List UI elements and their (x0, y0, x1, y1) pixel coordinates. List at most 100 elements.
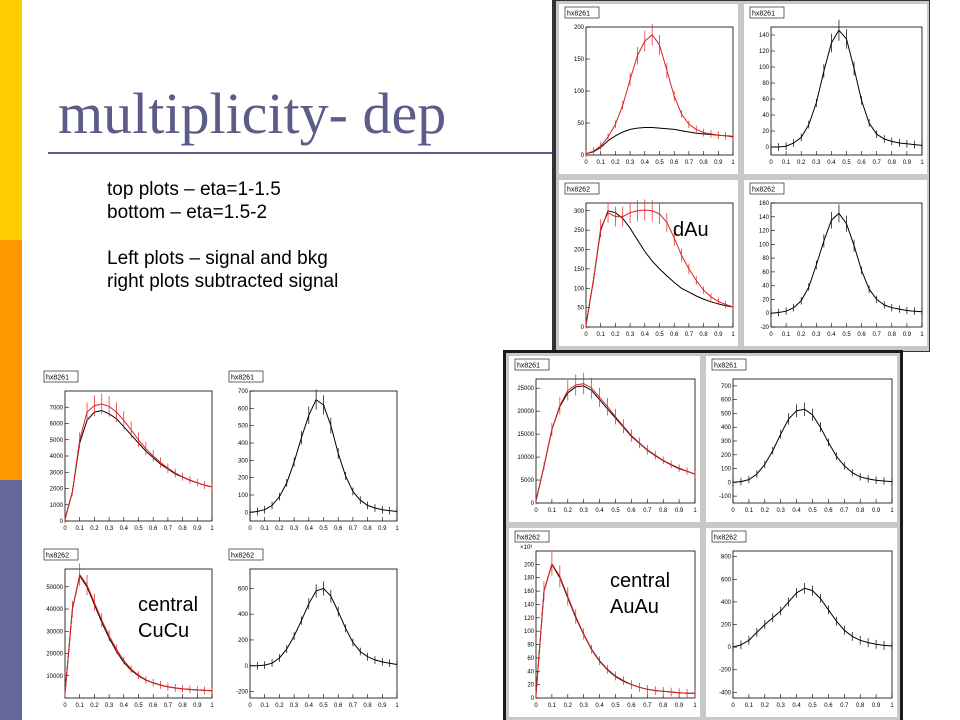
x-tick-label: 0.4 (120, 703, 129, 709)
accent-bar-orange (0, 240, 22, 480)
x-tick-label: 0.7 (643, 703, 652, 709)
cucu-plot-panel: hx8261 0 1000 2000 3000 4000 5000 6000 7000 0 0.1 0… (35, 365, 405, 720)
plot-dau-hx8261-left: hx8261 0 50 100 150 200 0 0.1 0.2 0.3 0.4 0.5 0.6 0.7… (559, 4, 738, 174)
y-tick-label: 25000 (517, 386, 534, 392)
y-tick-label: 400 (721, 600, 732, 606)
x-tick-label: 0.3 (580, 508, 589, 514)
y-tick-label: 0 (245, 664, 249, 670)
plot-frame (732, 378, 893, 504)
y-tick-label: 5000 (521, 478, 535, 484)
plot-title: hx8262 (517, 535, 540, 542)
y-tick-label: 0 (728, 480, 732, 486)
x-tick-label: 0.3 (812, 332, 821, 338)
x-tick-label: 0 (248, 703, 252, 709)
y-tick-label: 600 (721, 398, 732, 404)
x-tick-label: 0 (63, 526, 67, 532)
y-tick-label: 160 (759, 201, 770, 207)
y-tick-label: -400 (719, 690, 732, 696)
y-tick-label: 60 (762, 97, 769, 103)
x-tick-label: 0.3 (812, 160, 821, 166)
y-tick-label: 100 (759, 242, 770, 248)
y-tick-label: 20 (762, 129, 769, 135)
plot-title: hx8261 (517, 363, 540, 370)
x-tick-label: 0.9 (378, 703, 387, 709)
title-box (514, 530, 550, 543)
y-tick-label: 80 (762, 81, 769, 87)
y-tick-label: 20 (527, 683, 534, 689)
x-tick-label: 0.2 (564, 508, 573, 514)
x-tick-label: 0.1 (261, 526, 270, 532)
y-tick-label: 600 (238, 406, 249, 412)
label-auau-line1: central (610, 570, 671, 592)
title-box (43, 370, 79, 383)
x-tick-label: 0 (584, 332, 588, 338)
plot-title: hx8261 (231, 375, 254, 382)
y-tick-label: 50 (577, 306, 584, 312)
y-tick-label: 500 (721, 411, 732, 417)
y-tick-label: 200 (721, 623, 732, 629)
y-tick-label: 100 (721, 467, 732, 473)
plot-title: hx8261 (46, 375, 69, 382)
x-tick-label: 0.8 (856, 703, 865, 709)
series-line (732, 408, 893, 483)
title-box (711, 358, 747, 371)
note-line: bottom – eta=1.5-2 (107, 202, 268, 223)
title-box (228, 548, 264, 561)
notes-block: top plots – eta=1-1.5 bottom – eta=1.5-2… (107, 178, 338, 293)
x-tick-label: 0 (534, 703, 538, 709)
y-tick-label: 40 (762, 113, 769, 119)
x-tick-label: 0.7 (873, 160, 882, 166)
x-tick-label: 0.7 (349, 703, 358, 709)
x-tick-label: 0 (731, 508, 735, 514)
x-tick-label: 0.1 (261, 703, 270, 709)
y-tick-label: 800 (721, 555, 732, 561)
series-line (771, 29, 923, 148)
y-tick-label: 5000 (50, 438, 64, 444)
series-line (732, 587, 893, 648)
x-tick-label: 0.4 (792, 508, 801, 514)
y-tick-label: 150 (574, 57, 585, 63)
y-tick-label: 80 (527, 643, 534, 649)
y-tick-label: 500 (238, 424, 249, 430)
note-line: top plots – eta=1-1.5 (107, 179, 281, 200)
series-line (64, 573, 213, 694)
x-tick-label: 0.4 (595, 508, 604, 514)
plot-title: hx8261 (752, 11, 775, 18)
x-tick-label: 0.4 (595, 703, 604, 709)
y-tick-label: 200 (524, 562, 535, 568)
y-tick-label: 100 (574, 89, 585, 95)
x-tick-label: 0.1 (76, 703, 85, 709)
x-tick-label: 1 (890, 508, 894, 514)
x-tick-label: 0.5 (842, 332, 851, 338)
x-tick-label: 0.3 (105, 703, 114, 709)
x-tick-label: 0.5 (611, 508, 620, 514)
x-tick-label: 0.8 (888, 332, 897, 338)
x-tick-label: 0.5 (655, 160, 664, 166)
series-line (585, 33, 734, 155)
y-tick-label: 100 (759, 65, 770, 71)
x-tick-label: 0.6 (334, 703, 343, 709)
x-tick-label: 0.1 (782, 332, 791, 338)
x-tick-label: 0.5 (611, 703, 620, 709)
y-tick-label: 300 (238, 458, 249, 464)
x-tick-label: 0.7 (840, 703, 849, 709)
x-tick-label: 0.7 (840, 508, 849, 514)
y-tick-label: 2000 (50, 487, 64, 493)
x-tick-label: 0.9 (714, 332, 723, 338)
y-tick-label: 60 (527, 656, 534, 662)
x-tick-label: 1 (210, 703, 214, 709)
y-tick-label: 4000 (50, 454, 64, 460)
x-tick-label: 0.1 (548, 508, 557, 514)
label-dau: dAu (673, 219, 709, 241)
plot-cucu-hx8262-left: hx8262 10000 20000 30000 40000 50000 0 0.1 0.2 0.… (38, 546, 217, 717)
y-tick-label: 200 (574, 248, 585, 254)
x-tick-label: 0.2 (797, 160, 806, 166)
x-tick-label: 0.4 (827, 332, 836, 338)
x-tick-label: 0.1 (548, 703, 557, 709)
note-line: right plots subtracted signal (107, 271, 339, 292)
x-tick-label: 0.5 (808, 703, 817, 709)
x-tick-label: 0 (769, 160, 773, 166)
x-tick-label: 0.2 (761, 508, 770, 514)
x-tick-label: 0.6 (627, 508, 636, 514)
